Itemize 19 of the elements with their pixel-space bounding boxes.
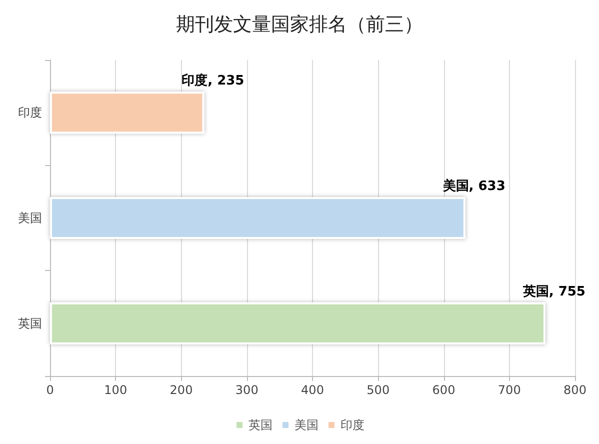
x-tick-label: 300 (235, 383, 258, 397)
x-tick-label: 200 (170, 383, 193, 397)
y-tick-label: 英国 (18, 316, 42, 330)
x-tick-label: 500 (366, 383, 390, 397)
x-tick-label: 0 (46, 383, 54, 397)
data-label: 美国, 633 (442, 178, 506, 194)
legend-label: 英国 (248, 418, 272, 432)
x-tick-label: 700 (498, 383, 521, 397)
y-tick-label: 印度 (18, 106, 42, 120)
chart-title: 期刊发文量国家排名（前三） (176, 14, 423, 36)
x-tick-label: 100 (104, 383, 128, 397)
data-label: 印度, 235 (182, 72, 244, 89)
legend-label: 印度 (340, 418, 364, 432)
y-tick-label: 美国 (18, 211, 42, 225)
x-tick-label: 400 (301, 383, 324, 397)
legend-label: 美国 (294, 418, 318, 432)
data-label: 英国, 755 (522, 284, 586, 300)
x-tick-label: 800 (564, 383, 586, 397)
x-tick-label: 600 (432, 383, 456, 397)
